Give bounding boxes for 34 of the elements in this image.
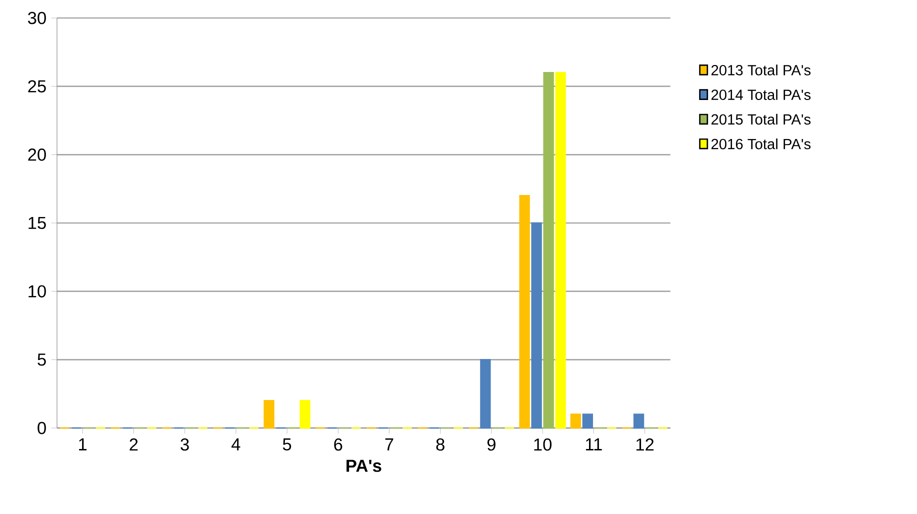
y-tick-label: 5 bbox=[38, 354, 46, 366]
x-tick-label: 9 bbox=[487, 438, 496, 451]
x-tick-label: 6 bbox=[334, 438, 342, 451]
x-tick-label: 2 bbox=[130, 438, 138, 451]
bar bbox=[531, 222, 542, 429]
x-tick-label: 4 bbox=[231, 438, 240, 450]
bar bbox=[300, 400, 310, 429]
x-tick-label: 12 bbox=[636, 438, 654, 451]
y-tick-label: 10 bbox=[28, 285, 46, 298]
bar bbox=[264, 400, 274, 429]
x-tick-label: 1 bbox=[79, 438, 87, 450]
bar bbox=[480, 358, 491, 429]
bar bbox=[543, 72, 554, 429]
legend-label: 2014 Total PA's bbox=[711, 89, 811, 100]
y-tick-label: 0 bbox=[38, 422, 46, 434]
x-tick-label: 7 bbox=[385, 438, 394, 450]
bar bbox=[555, 72, 566, 429]
x-tick-label: 8 bbox=[436, 438, 444, 451]
legend-label: 2013 Total PA's bbox=[711, 64, 811, 76]
legend-label: 2015 Total PA's bbox=[711, 114, 811, 125]
bar bbox=[582, 414, 594, 429]
x-tick-label: 11 bbox=[586, 438, 602, 450]
bar bbox=[633, 414, 644, 429]
legend-label: 2016 Total PA's bbox=[711, 138, 811, 150]
x-tick-label: 3 bbox=[180, 438, 189, 451]
x-tick-label: 5 bbox=[282, 438, 292, 450]
x-tick-label: 10 bbox=[534, 438, 552, 451]
bar bbox=[570, 414, 582, 429]
y-tick-label: 15 bbox=[28, 216, 46, 230]
y-tick-label: 30 bbox=[28, 12, 46, 24]
y-tick-label: 25 bbox=[28, 80, 46, 92]
x-axis-title: PA's bbox=[346, 460, 382, 472]
y-tick-label: 20 bbox=[28, 148, 46, 161]
bar bbox=[519, 194, 530, 429]
